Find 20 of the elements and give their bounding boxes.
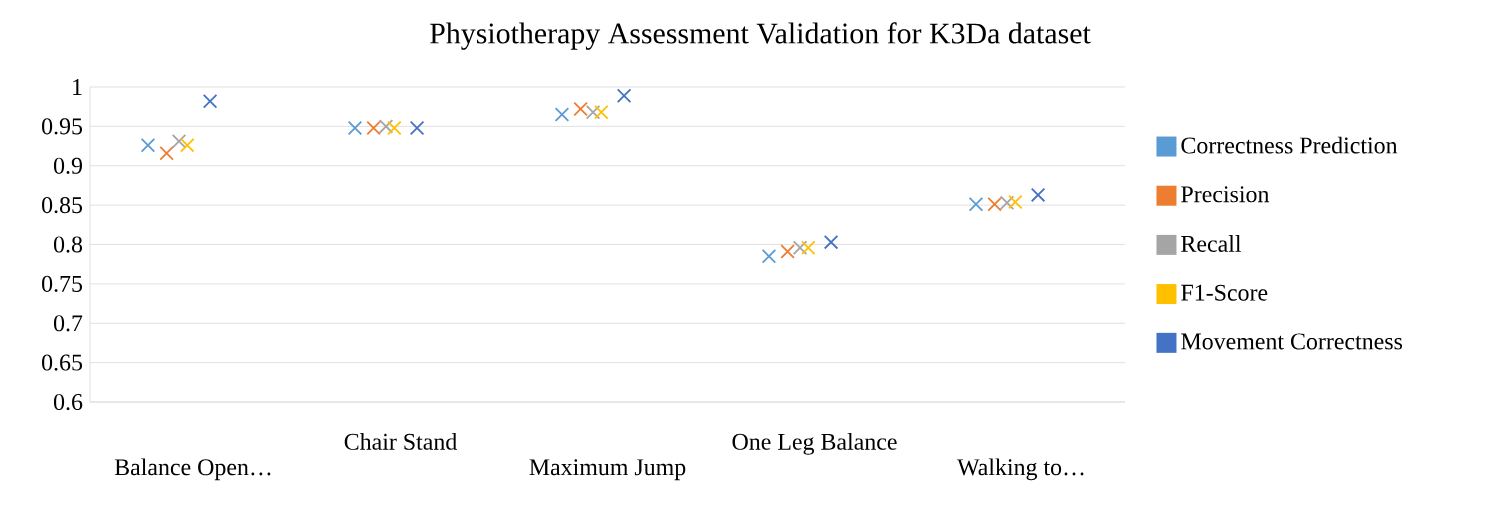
y-tick-label: 0.6 [53,393,83,411]
y-tick-label: 0.95 [42,118,83,135]
x-tick-label: Walking to… [957,458,1084,481]
y-tick-label: 1 [73,79,82,95]
x-tick-label: Balance Open… [114,458,271,481]
legend-label: F1-Score [1181,284,1268,301]
legend-label: Correctness Prediction [1181,136,1398,154]
y-tick-label: 0.75 [42,275,83,292]
chart-title: Physiotherapy Assessment Validation for K3Da dataset [430,22,1091,50]
legend-label: Movement Correctness [1181,333,1403,350]
legend-label: Precision [1181,186,1270,203]
y-tick-label: 0.9 [53,157,82,174]
y-tick-label: 0.85 [42,197,83,214]
legend-label: Recall [1181,235,1242,252]
y-tick-label: 0.7 [53,315,83,332]
y-tick-label: 0.8 [53,236,83,253]
y-tick-label: 0.65 [42,354,83,371]
x-tick-label: Maximum Jump [529,459,686,481]
x-tick-label: One Leg Balance [732,433,897,455]
x-tick-label: Chair Stand [344,433,457,450]
